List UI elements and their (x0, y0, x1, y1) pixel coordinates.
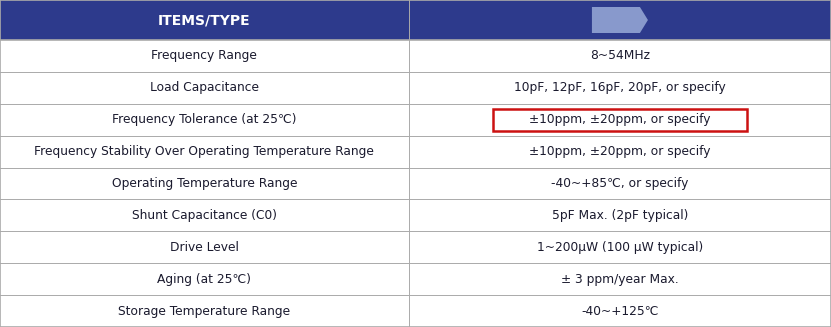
Text: Shunt Capacitance (C0): Shunt Capacitance (C0) (132, 209, 277, 222)
Text: Frequency Range: Frequency Range (151, 49, 258, 62)
Text: 5pF Max. (2pF typical): 5pF Max. (2pF typical) (552, 209, 688, 222)
Text: ± 3 ppm/year Max.: ± 3 ppm/year Max. (561, 273, 679, 286)
Bar (494, 109, 746, 130)
Text: Aging (at 25℃): Aging (at 25℃) (157, 273, 252, 286)
Text: 1~200μW (100 μW typical): 1~200μW (100 μW typical) (537, 241, 703, 254)
Text: Drive Level: Drive Level (170, 241, 238, 254)
Text: Load Capacitance: Load Capacitance (150, 81, 259, 94)
Text: -40~+125℃: -40~+125℃ (581, 304, 659, 318)
Text: ITEMS/TYPE: ITEMS/TYPE (158, 13, 251, 27)
Text: ±10ppm, ±20ppm, or specify: ±10ppm, ±20ppm, or specify (529, 145, 711, 158)
Text: 8~54MHz: 8~54MHz (590, 49, 650, 62)
Text: 10pF, 12pF, 16pF, 20pF, or specify: 10pF, 12pF, 16pF, 20pF, or specify (514, 81, 725, 94)
Text: Operating Temperature Range: Operating Temperature Range (111, 177, 297, 190)
Text: Frequency Tolerance (at 25℃): Frequency Tolerance (at 25℃) (112, 113, 297, 126)
Bar (0, 0, 831, 40)
Text: ±10ppm, ±20ppm, or specify: ±10ppm, ±20ppm, or specify (529, 113, 711, 126)
Polygon shape (592, 7, 648, 33)
Text: Storage Temperature Range: Storage Temperature Range (118, 304, 291, 318)
Text: Frequency Stability Over Operating Temperature Range: Frequency Stability Over Operating Tempe… (35, 145, 374, 158)
Text: -40~+85℃, or specify: -40~+85℃, or specify (551, 177, 689, 190)
